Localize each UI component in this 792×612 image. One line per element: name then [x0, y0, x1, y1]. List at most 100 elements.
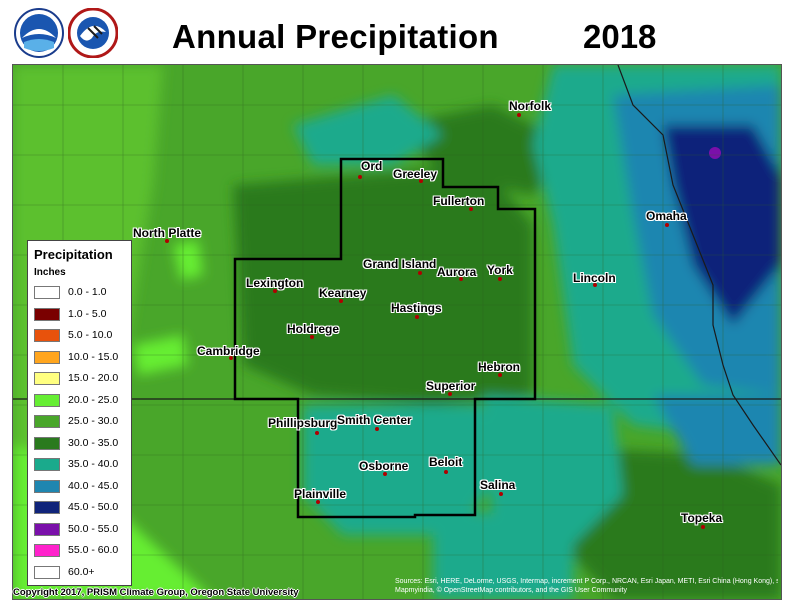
- city-marker-icon: [517, 113, 521, 117]
- city-label: Superior: [426, 379, 476, 393]
- city-marker-icon: [358, 175, 362, 179]
- legend-entry: 25.0 - 30.0: [34, 414, 129, 430]
- city-marker-icon: [593, 283, 597, 287]
- city-label: North Platte: [133, 226, 202, 240]
- precip-region-35-40-kansas: [303, 405, 493, 535]
- city-marker-icon: [165, 239, 169, 243]
- city-marker-icon: [701, 525, 705, 529]
- legend-label: 20.0 - 25.0: [68, 393, 119, 406]
- city-marker-icon: [273, 289, 277, 293]
- legend-swatch: [34, 544, 60, 557]
- legend-entry: 50.0 - 55.0: [34, 522, 129, 538]
- city-marker-icon: [375, 427, 379, 431]
- legend-swatch: [34, 501, 60, 514]
- city-label: Holdrege: [287, 322, 340, 336]
- city-marker-icon: [415, 315, 419, 319]
- city-marker-icon: [459, 277, 463, 281]
- legend-entry: 60.0+: [34, 565, 129, 581]
- legend: Precipitation Inches 0.0 - 1.0 1.0 - 5.0 5…: [27, 240, 132, 586]
- city-marker-icon: [498, 373, 502, 377]
- city-label: Omaha: [646, 209, 687, 223]
- city-label: Phillipsburg: [268, 416, 338, 430]
- legend-label: 45.0 - 50.0: [68, 501, 119, 513]
- legend-label: 35.0 - 40.0: [68, 458, 119, 470]
- city-label: Salina: [480, 478, 516, 492]
- legend-swatch: [34, 350, 60, 364]
- city-label: Norfolk: [509, 99, 551, 113]
- precip-region-40-45-southeast: [653, 395, 781, 465]
- precipitation-raster: [13, 65, 781, 599]
- city-marker-icon: [418, 271, 422, 275]
- forecast-area-boundary: [233, 157, 537, 519]
- city-label: Lexington: [246, 276, 304, 290]
- sources-attribution: Sources: Esri, HERE, DeLorme, USGS, Inte…: [395, 577, 778, 595]
- precipitation-map: Norfolk Ord Greeley Fullerton Omaha North Pla…: [12, 64, 782, 600]
- noaa-logo-icon: [14, 8, 64, 58]
- city-label: Grand Island: [363, 257, 437, 271]
- legend-swatch: [34, 458, 60, 471]
- city-marker-icon: [229, 356, 233, 360]
- legend-entry: 45.0 - 50.0: [34, 500, 129, 516]
- legend-swatch: [34, 286, 60, 299]
- legend-swatch: [34, 307, 60, 321]
- city-label: Greeley: [393, 167, 438, 181]
- city-label: Hastings: [391, 301, 442, 315]
- legend-entry: 35.0 - 40.0: [34, 457, 129, 473]
- city-marker-icon: [419, 179, 423, 183]
- legend-swatch: [34, 393, 60, 407]
- city-marker-icon: [498, 277, 502, 281]
- state-border-missouri-river: [617, 65, 781, 466]
- legend-label: 50.0 - 55.0: [68, 522, 119, 535]
- legend-label: 10.0 - 15.0: [68, 350, 119, 363]
- city-label: Smith Center: [337, 413, 412, 427]
- city-marker-icon: [310, 335, 314, 339]
- sources-line-1: Sources: Esri, HERE, DeLorme, USGS, Inte…: [395, 578, 778, 585]
- city-label: Osborne: [359, 459, 409, 473]
- precip-region-35-40-kansas-east: [483, 395, 623, 545]
- sources-line-2: Mapmyindia, © OpenStreetMap contributors…: [395, 587, 627, 594]
- legend-swatch: [34, 522, 60, 536]
- legend-swatch: [34, 372, 60, 385]
- legend-label: 25.0 - 30.0: [68, 415, 119, 427]
- legend-label: 15.0 - 20.0: [68, 372, 119, 384]
- legend-label: 60.0+: [68, 565, 95, 578]
- city-label: Fullerton: [433, 194, 485, 208]
- legend-entry: 55.0 - 60.0: [34, 543, 129, 559]
- legend-entry: 1.0 - 5.0: [34, 307, 129, 323]
- legend-swatch: [34, 329, 60, 342]
- legend-label: 1.0 - 5.0: [68, 307, 107, 320]
- city-label: Lincoln: [573, 271, 616, 285]
- precip-peak-50-55: [709, 147, 721, 159]
- legend-label: 30.0 - 35.0: [68, 436, 119, 449]
- map-year: 2018: [583, 18, 657, 55]
- city-marker-icon: [469, 207, 473, 211]
- city-marker-icon: [315, 431, 319, 435]
- city-marker-icon: [339, 299, 343, 303]
- nws-logo-icon: [68, 8, 118, 58]
- city-marker-icon: [383, 472, 387, 476]
- legend-entry: 0.0 - 1.0: [34, 285, 129, 301]
- header: Annual Precipitation 2018: [0, 0, 792, 64]
- city-marker-icon: [316, 500, 320, 504]
- legend-entry: 15.0 - 20.0: [34, 371, 129, 387]
- city-label: Cambridge: [197, 344, 260, 358]
- city-marker-icon: [499, 492, 503, 496]
- legend-label: 55.0 - 60.0: [68, 544, 119, 556]
- legend-swatch: [34, 436, 60, 450]
- city-marker-icon: [665, 223, 669, 227]
- precip-region-35-40-north: [293, 95, 443, 165]
- legend-swatch: [34, 565, 60, 579]
- legend-entry: 20.0 - 25.0: [34, 393, 129, 409]
- legend-label: 5.0 - 10.0: [68, 329, 113, 341]
- precip-region-30-35-central: [233, 165, 533, 405]
- map-title: Annual Precipitation: [172, 18, 499, 55]
- legend-units: Inches: [34, 267, 66, 278]
- legend-title: Precipitation: [34, 247, 113, 262]
- precip-region-35-40-salina: [433, 505, 573, 599]
- legend-swatch: [34, 415, 60, 428]
- city-marker-icon: [448, 392, 452, 396]
- city-marker-icon: [444, 470, 448, 474]
- copyright-text: Copyright 2017, PRISM Climate Group, Ore…: [13, 587, 299, 598]
- legend-label: 0.0 - 1.0: [68, 286, 107, 298]
- city-label: Hebron: [478, 360, 520, 374]
